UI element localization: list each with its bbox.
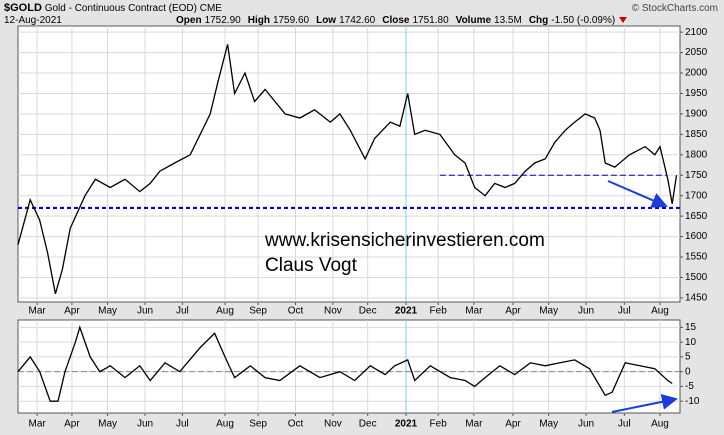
down-indicator	[619, 17, 628, 24]
y-tick-label: 1950	[685, 88, 708, 99]
y-tick-label: 1450	[685, 293, 708, 304]
quote-label: Chg	[528, 15, 549, 26]
x-tick-label: Jul	[618, 419, 631, 430]
x-tick-label: Aug	[216, 306, 234, 317]
x-tick-label: Jun	[578, 306, 594, 317]
x-tick-label: Dec	[359, 306, 377, 317]
annotation: www.krisensicherinvestieren.com	[264, 230, 545, 251]
y-tick-label: 1550	[685, 252, 708, 263]
quote-value: 1759.60	[272, 15, 310, 26]
quote-value: 1751.80	[412, 15, 449, 26]
y-tick-label: -5	[685, 381, 694, 392]
quote-label: Close	[382, 15, 410, 26]
y-tick-label: 2000	[685, 68, 708, 79]
instrument-name: Gold - Continuous Contract (EOD)	[44, 3, 197, 14]
y-tick-label: 2100	[685, 27, 708, 38]
price-line	[17, 325, 673, 402]
y-tick-label: 1500	[685, 272, 708, 283]
arrow	[611, 393, 678, 413]
y-tick-label: 5	[685, 352, 691, 363]
quote-row: Open 1752.90 High 1759.60 Low 1742.60 Close 175…	[176, 15, 628, 26]
x-tick-label: Jul	[176, 306, 189, 317]
copyright: © StockCharts.com	[631, 3, 718, 14]
symbol: $GOLD	[4, 2, 42, 14]
plot-area	[17, 319, 681, 414]
x-tick-label: Jun	[137, 306, 153, 317]
x-tick-label: Jul	[618, 306, 631, 317]
x-tick-label: Aug	[651, 306, 669, 317]
quote-label: Volume	[455, 15, 492, 26]
x-tick-label: May	[539, 419, 558, 430]
y-tick-label: 1750	[685, 170, 708, 181]
y-tick-label: 1650	[685, 211, 708, 222]
quote-label: Low	[316, 15, 337, 26]
y-tick-label: 15	[685, 322, 697, 333]
y-tick-label: 2050	[685, 47, 708, 58]
plot-area	[17, 25, 681, 303]
y-tick-label: 1800	[685, 149, 708, 160]
x-tick-label: 2021	[395, 306, 418, 317]
x-tick-label: Apr	[64, 419, 80, 430]
x-tick-label: Nov	[324, 306, 342, 317]
x-tick-label: Aug	[216, 419, 234, 430]
price-line	[17, 44, 678, 294]
x-tick-label: Apr	[64, 306, 80, 317]
x-tick-label: Jun	[578, 419, 594, 430]
x-tick-label: Sep	[249, 419, 267, 430]
exchange: CME	[199, 3, 222, 14]
annotation: Claus Vogt	[265, 255, 358, 276]
quote-value: -1.50 (-0.09%)	[551, 15, 616, 26]
x-tick-label: Mar	[29, 306, 47, 317]
date: 12-Aug-2021	[4, 15, 62, 26]
x-tick-label: Jun	[137, 419, 153, 430]
x-tick-label: Mar	[465, 306, 483, 317]
quote-value: 1752.90	[204, 15, 241, 26]
quote-value: 13.5M	[494, 15, 522, 26]
x-tick-label: Oct	[288, 419, 304, 430]
x-tick-label: Feb	[430, 306, 448, 317]
x-tick-label: Feb	[430, 419, 448, 430]
quote-value: 1742.60	[339, 15, 376, 26]
x-tick-label: Dec	[359, 419, 377, 430]
x-tick-label: May	[539, 306, 558, 317]
y-tick-label: 0	[685, 366, 691, 377]
x-tick-label: Apr	[505, 419, 521, 430]
header-title: $GOLD Gold - Continuous Contract (EOD) C…	[4, 2, 222, 14]
x-tick-label: Oct	[288, 306, 304, 317]
x-tick-label: Nov	[324, 419, 342, 430]
x-tick-label: Apr	[505, 306, 521, 317]
x-tick-label: Jul	[176, 419, 189, 430]
x-tick-label: 2021	[395, 419, 418, 430]
x-tick-label: Sep	[249, 306, 267, 317]
y-tick-label: -10	[685, 396, 700, 407]
x-tick-label: Mar	[465, 419, 483, 430]
y-tick-label: 1850	[685, 129, 708, 140]
y-tick-label: 1900	[685, 109, 708, 120]
arrow	[607, 180, 668, 208]
quote-label: High	[247, 15, 270, 26]
x-tick-label: May	[98, 306, 117, 317]
quote-label: Open	[176, 15, 202, 26]
y-tick-label: 1600	[685, 231, 708, 242]
y-tick-label: 10	[685, 337, 697, 348]
y-tick-label: 1700	[685, 190, 708, 201]
x-tick-label: Mar	[29, 419, 47, 430]
x-tick-label: Aug	[651, 419, 669, 430]
x-tick-label: May	[98, 419, 117, 430]
